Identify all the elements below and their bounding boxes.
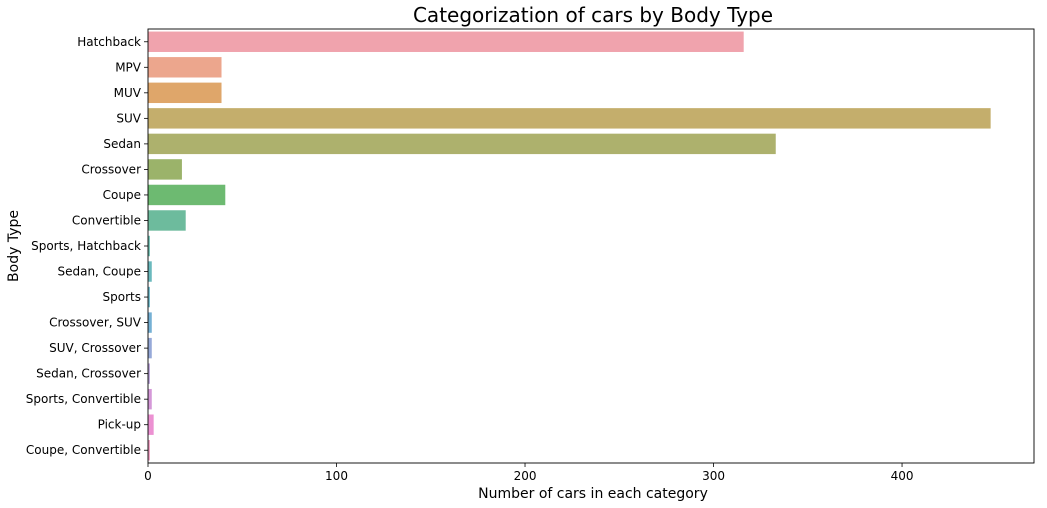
y-tick-label: Sedan <box>103 137 141 151</box>
y-tick-label: Convertible <box>72 213 141 227</box>
y-tick-label: Pick-up <box>98 418 141 432</box>
bar-coupe <box>148 184 226 206</box>
bar-sports <box>148 286 150 308</box>
bar-sports-convertible <box>148 388 152 410</box>
y-tick-label: Coupe <box>103 188 141 202</box>
y-tick-label: Coupe, Convertible <box>26 443 141 457</box>
bar-suv <box>148 108 991 129</box>
y-tick-label: Crossover, SUV <box>49 316 142 330</box>
bar-sedan-crossover <box>148 363 150 384</box>
y-axis-ticks: Hatchback MPV MUV SUV Sedan Crossover Coupe Con… <box>26 35 148 457</box>
bar-muv <box>148 82 222 104</box>
x-tick-label: 200 <box>514 469 537 483</box>
chart-title: Categorization of cars by Body Type <box>413 3 773 27</box>
bar-sedan <box>148 133 776 155</box>
x-axis-ticks: 0 100 200 300 400 <box>144 463 913 483</box>
bar-suv-crossover <box>148 337 152 359</box>
bar-hatchback <box>148 31 744 52</box>
bars-group <box>148 31 991 461</box>
y-tick-label: SUV, Crossover <box>49 341 141 355</box>
x-axis-label: Number of cars in each category <box>478 486 708 502</box>
bar-pick-up <box>148 414 154 435</box>
bar-sedan-coupe <box>148 261 152 282</box>
y-tick-label: Hatchback <box>77 35 141 49</box>
y-tick-label: Sports, Hatchback <box>31 239 141 253</box>
bar-crossover-suv <box>148 312 152 333</box>
x-tick-label: 100 <box>325 469 348 483</box>
y-tick-label: Sports, Convertible <box>26 392 141 406</box>
y-tick-label: Sedan, Coupe <box>57 265 141 279</box>
x-tick-label: 0 <box>144 469 152 483</box>
x-tick-label: 400 <box>891 469 914 483</box>
bar-convertible <box>148 210 186 231</box>
bar-mpv <box>148 57 222 78</box>
plot-frame <box>147 28 1035 464</box>
bar-sports-hatchback <box>148 235 150 257</box>
y-tick-label: Crossover <box>81 162 141 176</box>
bar-coupe-convertible <box>148 440 150 461</box>
x-tick-label: 300 <box>702 469 725 483</box>
y-tick-label: MPV <box>115 60 142 74</box>
y-tick-label: Sports <box>103 290 141 304</box>
y-axis-label: Body Type <box>6 210 22 282</box>
y-tick-label: Sedan, Crossover <box>36 367 141 381</box>
y-tick-label: SUV <box>116 111 141 125</box>
y-tick-label: MUV <box>114 86 142 100</box>
bar-crossover <box>148 159 182 180</box>
